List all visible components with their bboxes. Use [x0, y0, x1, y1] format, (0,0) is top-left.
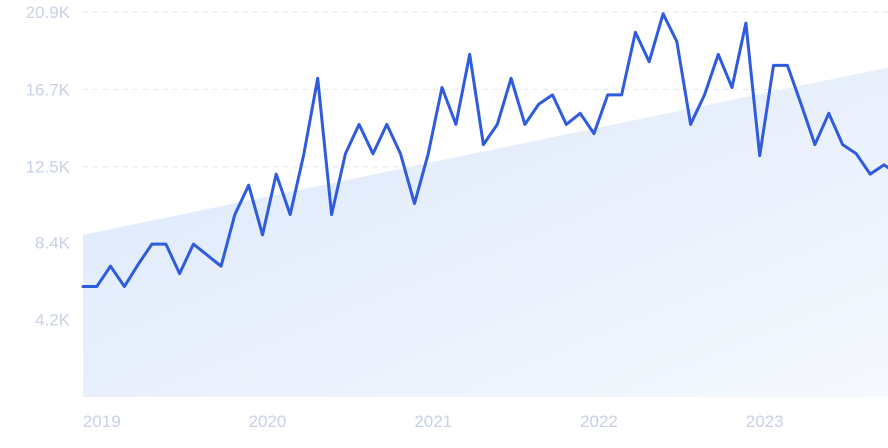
x-axis-ticks: 2019 2020 2021 2022 2023 [83, 412, 784, 431]
y-axis-ticks: 4.2K 8.4K 12.5K 16.7K 20.9K [26, 3, 71, 330]
trend-area [83, 67, 888, 397]
y-tick-label: 12.5K [26, 158, 71, 177]
y-tick-label: 4.2K [35, 311, 71, 330]
x-tick-label: 2020 [249, 412, 287, 431]
x-tick-label: 2022 [580, 412, 618, 431]
x-tick-label: 2019 [83, 412, 121, 431]
trend-area-shape [83, 67, 888, 397]
y-tick-label: 8.4K [35, 233, 71, 252]
y-tick-label: 20.9K [26, 3, 71, 22]
series-line [81, 12, 888, 288]
y-tick-label: 16.7K [26, 80, 71, 99]
x-tick-label: 2021 [414, 412, 452, 431]
series-lines [81, 12, 888, 288]
x-tick-label: 2023 [746, 412, 784, 431]
